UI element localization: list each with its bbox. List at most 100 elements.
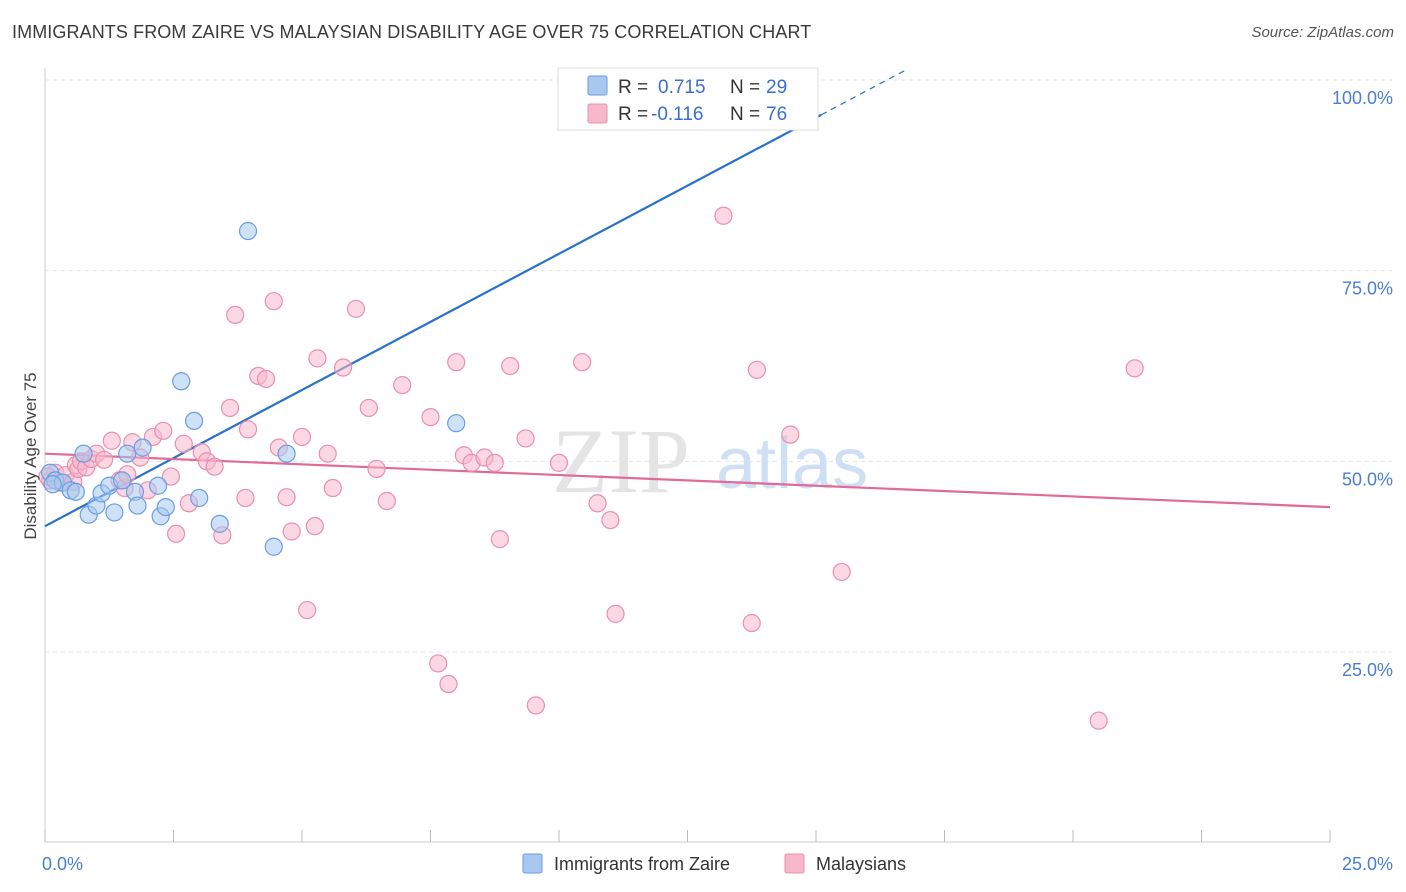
point-zaire <box>190 488 209 508</box>
point-malaysians <box>501 356 520 376</box>
watermark-zip: ZIP <box>552 410 690 512</box>
point-malaysians <box>485 453 504 472</box>
point-zaire <box>118 444 137 463</box>
data-points <box>38 68 1144 730</box>
point-malaysians <box>334 358 353 377</box>
trendline-zaire <box>44 113 822 528</box>
point-malaysians <box>367 459 386 479</box>
legend-r-label-1: R = <box>618 77 648 98</box>
point-malaysians <box>220 398 240 418</box>
grid-lines <box>45 79 1392 653</box>
legend-swatch-pink <box>587 103 608 124</box>
point-zaire <box>172 372 191 391</box>
point-malaysians <box>781 425 800 444</box>
point-malaysians <box>264 292 283 311</box>
point-zaire <box>133 438 152 457</box>
y-tick-label: 100.0% <box>1332 88 1393 108</box>
legend-n-value-2: 76 <box>766 104 787 125</box>
y-tick-label: 50.0% <box>1342 469 1393 489</box>
legend-r-label-2: R = <box>618 104 648 125</box>
axes <box>44 68 1331 843</box>
point-malaysians <box>1089 711 1108 730</box>
point-zaire <box>148 476 168 495</box>
series-legend-label-zaire: Immigrants from Zaire <box>554 854 730 874</box>
point-malaysians <box>601 510 620 530</box>
point-malaysians <box>588 494 607 513</box>
point-zaire <box>74 444 93 463</box>
point-zaire <box>43 475 62 494</box>
point-malaysians <box>516 429 535 448</box>
series-legend-label-malaysians: Malaysians <box>816 854 906 874</box>
point-malaysians <box>308 349 327 368</box>
point-malaysians <box>292 427 312 447</box>
point-malaysians <box>742 613 761 633</box>
tick-labels: 25.0% 50.0% 75.0% 100.0% 0.0% 25.0% <box>42 88 1393 874</box>
point-malaysians <box>573 353 592 372</box>
point-malaysians <box>282 522 301 541</box>
point-malaysians <box>359 398 378 418</box>
trend-lines <box>44 68 1331 528</box>
series-legend-swatch-zaire <box>522 853 543 874</box>
point-malaysians <box>305 517 324 536</box>
point-zaire <box>156 497 175 517</box>
y-axis-label: Disability Age Over 75 <box>21 372 40 539</box>
point-malaysians <box>205 457 224 476</box>
point-malaysians <box>377 491 396 511</box>
point-zaire <box>184 411 204 431</box>
trendline-zaire-extension <box>820 68 909 116</box>
x-tick-label: 0.0% <box>42 854 83 874</box>
point-zaire <box>105 503 124 522</box>
point-malaysians <box>154 421 173 440</box>
point-malaysians <box>238 420 258 439</box>
x-tick-label: 25.0% <box>1342 854 1393 874</box>
point-malaysians <box>832 562 851 582</box>
point-zaire <box>277 444 296 463</box>
point-zaire <box>112 471 132 490</box>
point-malaysians <box>318 444 337 463</box>
point-malaysians <box>747 360 766 379</box>
point-malaysians <box>490 530 509 549</box>
point-zaire <box>128 496 147 515</box>
series-legend: Immigrants from Zaire Malaysians <box>522 853 906 874</box>
point-malaysians <box>714 206 733 225</box>
point-zaire <box>264 537 283 556</box>
point-malaysians <box>549 453 569 472</box>
point-malaysians <box>421 407 440 427</box>
series-legend-swatch-malaysians <box>784 853 805 874</box>
legend-r-value-1: 0.715 <box>658 77 706 98</box>
source-label: Source: ZipAtlas.com <box>1251 24 1394 41</box>
y-tick-label: 75.0% <box>1342 279 1393 299</box>
point-malaysians <box>277 488 296 507</box>
point-malaysians <box>102 431 121 450</box>
point-malaysians <box>606 604 625 623</box>
legend-swatch-blue <box>587 75 608 96</box>
point-malaysians <box>439 674 458 694</box>
point-malaysians <box>1125 359 1144 378</box>
point-malaysians <box>95 450 114 469</box>
point-malaysians <box>166 524 186 543</box>
legend-r-value-2: -0.116 <box>651 104 703 125</box>
point-malaysians <box>447 353 466 372</box>
point-malaysians <box>323 478 342 498</box>
point-malaysians <box>226 305 245 325</box>
y-tick-label: 25.0% <box>1342 660 1393 680</box>
point-malaysians <box>174 434 193 453</box>
point-malaysians <box>393 375 412 395</box>
point-malaysians <box>346 299 366 318</box>
point-zaire <box>210 514 229 533</box>
point-malaysians <box>256 369 276 389</box>
trendline-malaysians <box>44 452 1331 509</box>
legend-n-label-2: N = <box>730 104 760 125</box>
correlation-legend: R = 0.715 N = 29 R = -0.116 N = 76 <box>557 67 819 131</box>
point-zaire <box>66 482 85 501</box>
point-malaysians <box>526 696 545 715</box>
chart-title: IMMIGRANTS FROM ZAIRE VS MALAYSIAN DISAB… <box>12 22 812 42</box>
legend-n-value-1: 29 <box>766 77 787 98</box>
legend-n-label-1: N = <box>730 77 760 98</box>
point-malaysians <box>236 488 255 508</box>
point-zaire <box>447 414 466 433</box>
point-malaysians <box>429 654 448 673</box>
point-zaire <box>238 221 258 241</box>
point-malaysians <box>161 467 181 486</box>
